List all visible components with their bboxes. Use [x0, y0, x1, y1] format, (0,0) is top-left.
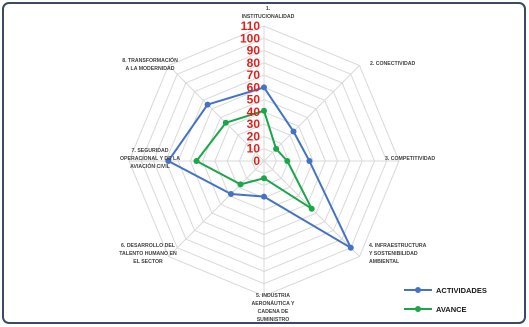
axis-label: 3. COMPETITIVIDAD: [385, 156, 435, 162]
legend-label-actividades: ACTIVIDADES: [436, 286, 487, 295]
series-point-actividades: [306, 158, 313, 164]
axis-label-line: AERONÁUTICA Y: [252, 300, 295, 307]
legend-label-avance: AVANCE: [436, 305, 467, 314]
axis-label: 1. INSTITUCIONALIDAD: [242, 6, 295, 20]
axis-label-line: AVIACIÓN CIVIL: [130, 162, 171, 170]
axis-label: 2. CONECTIVIDAD: [370, 61, 416, 67]
tick-label: 90: [247, 44, 261, 58]
axis-label-line: SUMINISTRO: [257, 317, 290, 323]
axis-label-line: Y SOSTENIBILIDAD: [369, 251, 418, 257]
radar-axis-labels: 1. INSTITUCIONALIDAD 2. CONECTIVIDAD 3. COM…: [119, 6, 435, 323]
axis-label-line: 3. COMPETITIVIDAD: [385, 156, 435, 162]
tick-label: 50: [247, 93, 261, 107]
axis-label-line: TALENTO HUMANO EN: [119, 251, 177, 257]
axis-label-line: 2. CONECTIVIDAD: [370, 61, 416, 67]
tick-label: 110: [241, 19, 261, 33]
axis-label-line: OPERACIONAL Y DE LA: [120, 156, 180, 162]
series-point-avance: [261, 107, 267, 114]
tick-label: 60: [247, 80, 261, 94]
axis-label: 5. INDUSTRIA AERONÁUTICA Y CADENA DE SUMINI…: [252, 293, 295, 323]
series-point-avance: [273, 145, 280, 152]
tick-label: 40: [247, 105, 261, 119]
axis-label: 7. SEGURIDAD OPERACIONAL Y DE LA AVIACIÓN …: [120, 148, 180, 170]
series-point-actividades: [347, 244, 354, 251]
series-point-actividades: [290, 128, 297, 135]
tick-label: 80: [247, 56, 261, 70]
axis-label-line: 7. SEGURIDAD: [132, 148, 169, 154]
axis-label-line: EL SECTOR: [133, 259, 163, 265]
legend-marker-avance: [415, 306, 421, 312]
series-point-actividades: [261, 84, 267, 91]
axis-label-line: A LA MODERNIDAD: [126, 66, 175, 72]
tick-label: 70: [247, 68, 261, 82]
series-point-actividades: [261, 193, 267, 200]
chart-legend: ACTIVIDADES AVANCE: [404, 286, 487, 314]
radar-series: [165, 84, 354, 251]
axis-label-line: 5. INDUSTRIA: [256, 293, 290, 299]
series-point-actividades: [165, 158, 172, 164]
series-point-avance: [193, 158, 200, 164]
axis-label: 6. DESARROLLO DEL TALENTO HUMANO EN EL SEC…: [119, 243, 177, 265]
axis-label-line: 6. DESARROLLO DEL: [121, 243, 176, 249]
tick-label: 100: [240, 31, 260, 45]
axis-label-line: CADENA DE: [258, 309, 289, 315]
axis-label-line: 8. TRANSFORMACIÓN: [122, 56, 178, 64]
grid-spoke: [168, 65, 265, 162]
series-point-avance: [222, 119, 229, 126]
axis-label-line: 1.: [266, 6, 271, 12]
axis-label-line: 4. INFRAESTRUCTURA: [369, 243, 427, 249]
grid-spoke: [168, 160, 265, 257]
series-point-avance: [237, 181, 244, 188]
axis-label: 8. TRANSFORMACIÓN A LA MODERNIDAD: [122, 56, 178, 72]
series-point-avance: [308, 205, 315, 212]
legend-marker-actividades: [415, 287, 421, 293]
axis-label-line: AMBIENTAL: [369, 259, 400, 265]
series-point-avance: [284, 158, 291, 164]
tick-label: 0: [253, 154, 260, 168]
series-point-avance: [261, 175, 267, 182]
axis-label-line: INSTITUCIONALIDAD: [242, 14, 295, 20]
series-point-actividades: [228, 191, 234, 197]
tick-label: 30: [247, 117, 261, 131]
tick-label: 20: [247, 130, 261, 144]
grid-spoke: [263, 65, 360, 162]
tick-label: 10: [247, 142, 261, 156]
series-point-actividades: [204, 101, 211, 108]
axis-label: 4. INFRAESTRUCTURA Y SOSTENIBILIDAD AMBIEN…: [369, 243, 427, 265]
